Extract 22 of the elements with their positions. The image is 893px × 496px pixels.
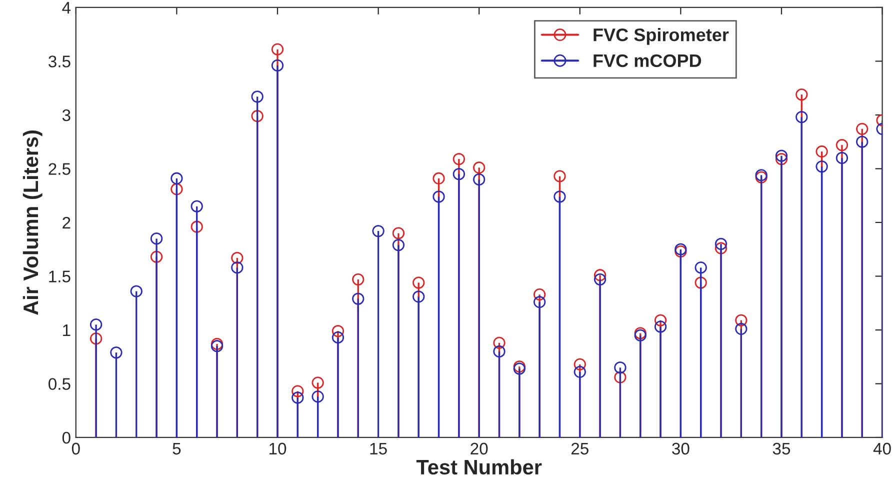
x-tick-label: 15 bbox=[370, 442, 387, 455]
x-tick-label: 25 bbox=[571, 442, 588, 455]
y-tick-label: 2.5 bbox=[48, 163, 70, 175]
x-tick-label: 35 bbox=[772, 442, 790, 455]
y-tick-label: 0 bbox=[62, 432, 70, 444]
x-tick-label: 0 bbox=[72, 442, 80, 455]
y-tick-label: 0.5 bbox=[48, 378, 70, 390]
y-axis-title: Air Volumn (Liters) bbox=[22, 130, 42, 315]
y-tick-label: 2 bbox=[62, 216, 70, 228]
x-tick-label: 40 bbox=[873, 442, 891, 455]
y-tick-label: 3 bbox=[62, 109, 70, 122]
x-tick-label: 10 bbox=[270, 442, 286, 455]
x-tick-label: 30 bbox=[672, 442, 690, 455]
legend-label: FVC mCOPD bbox=[594, 54, 702, 68]
legend-label: FVC Spirometer bbox=[594, 28, 729, 45]
y-tick-label: 4 bbox=[62, 2, 71, 14]
y-tick-label: 1 bbox=[63, 324, 70, 336]
x-tick-label: 20 bbox=[470, 442, 488, 455]
x-axis-title: Test Number bbox=[416, 459, 542, 475]
y-tick-label: 1.5 bbox=[49, 270, 70, 282]
x-tick-label: 5 bbox=[172, 442, 181, 455]
y-tick-label: 3.5 bbox=[48, 56, 70, 68]
